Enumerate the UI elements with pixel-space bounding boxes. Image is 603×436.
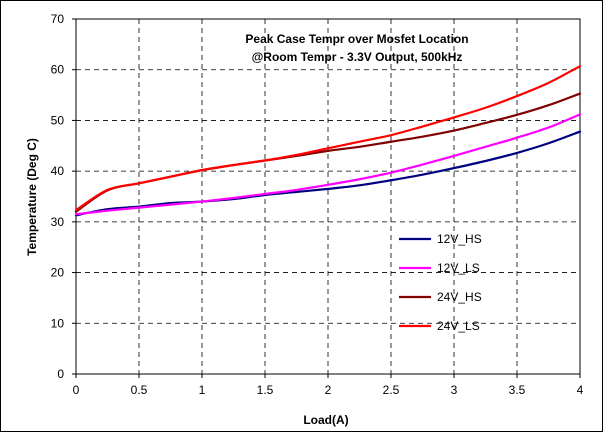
x-tick-label: 0.5 xyxy=(131,383,148,397)
legend-label: 24V_LS xyxy=(437,319,480,333)
series-line-12v-ls xyxy=(74,113,582,216)
y-tick-label: 30 xyxy=(51,215,65,229)
x-tick-label: 0 xyxy=(73,383,80,397)
series-line-24v-ls xyxy=(74,65,582,212)
series-lines xyxy=(74,65,582,217)
x-tick-label: 3.5 xyxy=(509,383,526,397)
x-axis-label: Load(A) xyxy=(303,413,348,427)
x-tick-label: 1.5 xyxy=(257,383,274,397)
legend-label: 12V_HS xyxy=(437,232,482,246)
y-tick-label: 0 xyxy=(57,367,64,381)
y-axis-label: Temperature (Deg C) xyxy=(25,138,39,256)
grid-lines xyxy=(76,19,580,374)
legend-label: 24V_HS xyxy=(437,290,482,304)
x-tick-label: 1 xyxy=(199,383,206,397)
legend: 12V_HS 12V_LS 24V_HS 24V_LS xyxy=(399,232,482,333)
chart-subtitle: @Room Tempr - 3.3V Output, 500kHz xyxy=(252,50,463,64)
x-tick-label: 2 xyxy=(325,383,332,397)
axes xyxy=(72,18,581,378)
y-tick-label: 50 xyxy=(51,113,65,127)
y-tick-label: 40 xyxy=(51,164,65,178)
y-tick-label: 70 xyxy=(51,12,65,26)
plot-area-border xyxy=(75,18,581,375)
y-tick-label: 10 xyxy=(51,316,65,330)
y-tick-label: 60 xyxy=(51,63,65,77)
series-line-12v-hs xyxy=(74,130,582,217)
x-tick-label: 4 xyxy=(577,383,584,397)
x-tick-label: 3 xyxy=(451,383,458,397)
chart-title: Peak Case Tempr over Mosfet Location xyxy=(245,32,468,46)
x-tick-label: 2.5 xyxy=(383,383,400,397)
legend-label: 12V_LS xyxy=(437,261,480,275)
y-tick-label: 20 xyxy=(51,266,65,280)
